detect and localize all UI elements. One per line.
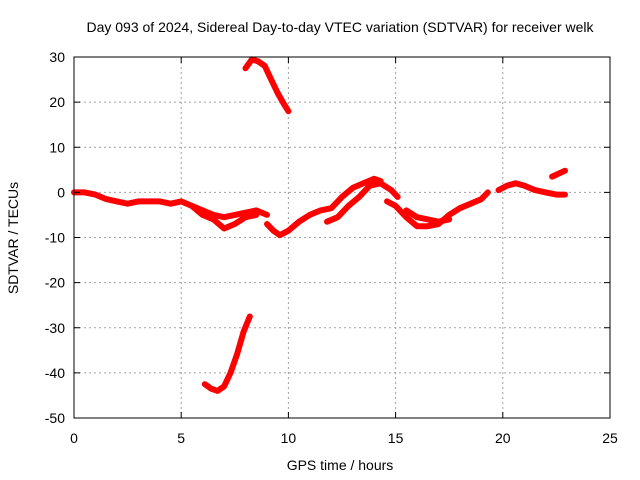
x-tick-label: 5 bbox=[177, 430, 185, 446]
series-line-lower-arc bbox=[201, 313, 253, 394]
grid-lines bbox=[74, 57, 610, 418]
x-tick-label: 10 bbox=[281, 430, 297, 446]
series-line-upper-arc bbox=[242, 56, 292, 115]
x-tick-label: 25 bbox=[602, 430, 618, 446]
x-axis-label: GPS time / hours bbox=[287, 457, 394, 473]
x-tick-label: 0 bbox=[70, 430, 78, 446]
y-tick-label: -30 bbox=[45, 320, 65, 336]
series-line-main-1 bbox=[71, 189, 270, 221]
series-line-main-3 bbox=[324, 180, 401, 225]
y-axis-label: SDTVAR / TECUs bbox=[5, 182, 21, 294]
series-line-main-4b bbox=[403, 207, 453, 225]
chart-title: Day 093 of 2024, Sidereal Day-to-day VTE… bbox=[86, 19, 594, 35]
y-tick-label: -40 bbox=[45, 365, 65, 381]
y-tick-label: -50 bbox=[45, 410, 65, 426]
x-tick-label: 20 bbox=[495, 430, 511, 446]
series-group bbox=[71, 56, 568, 394]
axis-ticks: 0 5 10 15 20 25 -50 -40 -30 -20 -10 0 10 20 30 bbox=[45, 49, 618, 446]
y-tick-label: -20 bbox=[45, 275, 65, 291]
y-tick-label: -10 bbox=[45, 230, 65, 246]
x-tick-label: 15 bbox=[388, 430, 404, 446]
series-line-main-2 bbox=[264, 175, 384, 239]
y-tick-label: 30 bbox=[49, 49, 65, 65]
y-tick-label: 20 bbox=[49, 94, 65, 110]
series-line-main-1b bbox=[188, 202, 260, 232]
series-line-short-segment bbox=[549, 167, 568, 180]
y-tick-label: 0 bbox=[57, 184, 65, 200]
y-tick-label: 10 bbox=[49, 139, 65, 155]
series-line-main-5 bbox=[495, 180, 568, 198]
